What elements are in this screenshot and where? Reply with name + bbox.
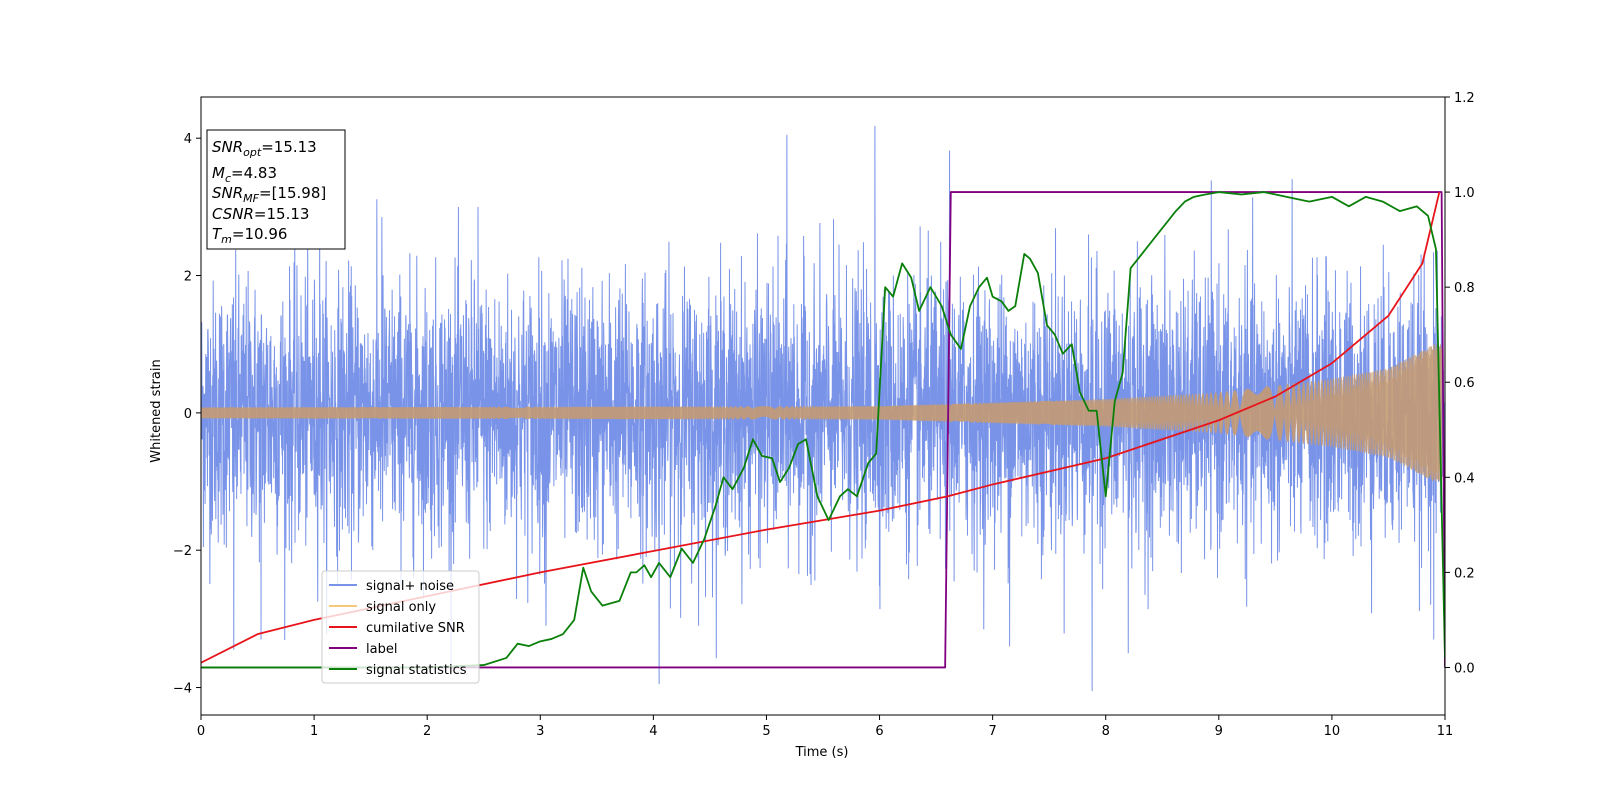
x-tick-label: 0 [197,724,205,739]
x-axis-label: Time (s) [795,745,849,760]
legend-label-signal-only: signal only [366,600,436,615]
y-right-tick-label: 0.8 [1454,281,1475,296]
y-right-tick-label: 1.2 [1454,91,1475,106]
x-tick-label: 5 [762,724,770,739]
y-axis-left: −4 −2 0 2 4 [173,132,201,697]
y-axis-label: Whitened strain [149,359,164,462]
y-right-tick-label: 0.6 [1454,376,1475,391]
legend-label-cumulative-snr: cumilative SNR [366,621,465,636]
y-axis-right: 0.0 0.2 0.4 0.6 0.8 1.0 1.2 [1445,91,1475,676]
x-tick-label: 10 [1324,724,1341,739]
axes-frame [200,96,1446,716]
y-right-tick-label: 0.0 [1454,661,1475,676]
legend-label-label: label [366,642,397,657]
x-tick-label: 8 [1102,724,1110,739]
x-tick-label: 3 [536,724,544,739]
x-tick-label: 7 [988,724,996,739]
annotation-frame [206,129,346,250]
y-right-tick-label: 1.0 [1454,186,1475,201]
x-tick-label: 11 [1437,724,1454,739]
legend: signal+ noise signal only cumilative SNR… [321,570,480,684]
y-left-tick-label: −4 [173,682,192,697]
x-tick-label: 2 [423,724,431,739]
x-axis: 0 1 2 3 4 5 6 7 8 9 10 11 [197,715,1453,739]
legend-frame [321,570,480,684]
label-line [201,191,1445,669]
signal-only-line [201,344,1443,482]
x-tick-label: 6 [875,724,883,739]
annotation-line-csnr: CSNR=15.13 [212,205,309,223]
signal-only-series [201,344,1443,482]
annotation-line-snr-opt: SNRopt=15.13 [212,138,317,159]
annotation-line-mc: Mc=4.83 [212,164,277,185]
y-left-tick-label: 4 [184,132,192,147]
annotation-box: SNRopt=15.13 Mc=4.83 SNRMF=[15.98] CSNR=… [206,129,346,250]
legend-label-signal-noise: signal+ noise [366,579,454,594]
y-right-tick-label: 0.2 [1454,566,1475,581]
legend-label-signal-statistics: signal statistics [366,663,467,678]
signal-statistics-line [201,191,1445,669]
y-left-tick-label: 2 [184,270,192,285]
x-tick-label: 1 [310,724,318,739]
x-tick-label: 4 [649,724,657,739]
y-left-tick-label: 0 [184,407,192,422]
annotation-line-snr-mf: SNRMF=[15.98] [212,184,326,205]
annotation-line-tm: Tm=10.96 [212,225,287,246]
y-right-tick-label: 0.4 [1454,471,1475,486]
x-tick-label: 9 [1215,724,1223,739]
y-left-tick-label: −2 [173,544,192,559]
